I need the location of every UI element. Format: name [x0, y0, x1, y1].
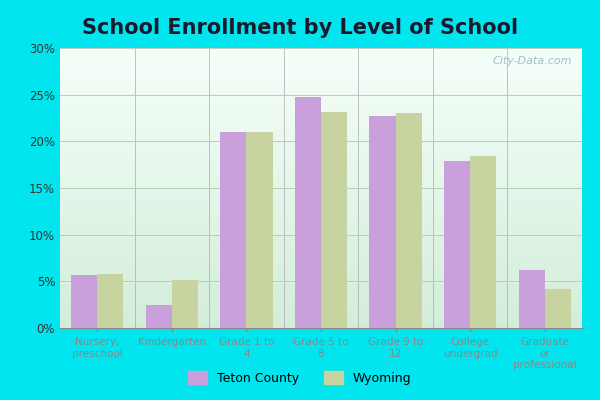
- Bar: [470, 156, 496, 328]
- Bar: [395, 113, 422, 328]
- Text: City-Data.com: City-Data.com: [492, 56, 572, 66]
- Bar: [295, 96, 321, 328]
- Bar: [444, 161, 470, 328]
- Bar: [518, 270, 545, 328]
- Bar: [220, 132, 247, 328]
- Legend: Teton County, Wyoming: Teton County, Wyoming: [184, 366, 416, 390]
- Bar: [247, 132, 272, 328]
- Bar: [146, 305, 172, 328]
- Bar: [97, 274, 124, 328]
- Text: School Enrollment by Level of School: School Enrollment by Level of School: [82, 18, 518, 38]
- Bar: [71, 275, 97, 328]
- Bar: [172, 280, 198, 328]
- Bar: [321, 112, 347, 328]
- Bar: [545, 289, 571, 328]
- Bar: [370, 116, 395, 328]
